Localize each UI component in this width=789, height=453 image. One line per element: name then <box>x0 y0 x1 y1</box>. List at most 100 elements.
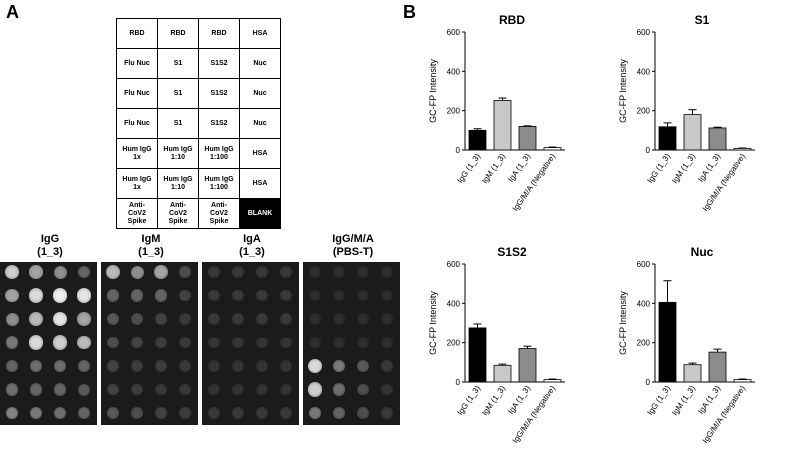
layout-cell: RBD <box>116 18 158 49</box>
layout-cell: Flu Nuc <box>116 48 158 79</box>
blot-label: IgA (1_3) <box>239 233 265 258</box>
bar <box>733 379 752 383</box>
x-tick-label: IgG (1_3) <box>645 384 672 417</box>
y-tick-label: 200 <box>637 107 651 116</box>
layout-cell: RBD <box>157 18 199 49</box>
bar <box>518 126 537 151</box>
blot-spot <box>208 289 220 302</box>
chart-title: S1 <box>695 13 710 27</box>
x-tick-label: IgG (1_3) <box>645 152 672 185</box>
blot-spot <box>232 407 244 419</box>
layout-row: Flu Nuc S1 S1S2 Nuc <box>116 108 281 139</box>
layout-cell: Hum IgG 1:10 <box>157 138 199 169</box>
layout-cell: Nuc <box>239 108 281 139</box>
x-tick-label: IgM (1_3) <box>670 152 697 185</box>
blot-spot <box>381 289 393 302</box>
bar <box>658 126 677 151</box>
layout-cell: S1S2 <box>198 108 240 139</box>
blot-spot <box>77 359 91 373</box>
blot-spot <box>280 407 292 419</box>
blot-spot <box>280 336 292 349</box>
blot-spot <box>309 336 321 349</box>
antigen-layout-table: RBD RBD RBD HSA Flu Nuc S1 S1S2 Nuc Flu Nuc S1 S1S… <box>116 18 281 229</box>
blot-spot <box>208 336 220 349</box>
chart-title: RBD <box>499 13 525 27</box>
blot-spot <box>280 266 292 278</box>
bar-chart-nuc: Nuc GC-FP Intensity 0 200 400 600 IgG (1_3)IgM… <box>618 245 755 445</box>
layout-cell: RBD <box>198 18 240 49</box>
bar <box>543 379 562 383</box>
bar <box>683 114 702 151</box>
blot-spot <box>77 335 91 350</box>
blot-spot <box>131 407 143 419</box>
blot-spot <box>5 406 19 420</box>
layout-cell: HSA <box>239 138 281 169</box>
blot-spot <box>53 383 67 396</box>
blot-spot <box>154 289 168 302</box>
layout-cell: BLANK <box>239 198 281 229</box>
layout-cell: Hum IgG 1:100 <box>198 168 240 199</box>
blot-spot <box>78 383 90 396</box>
y-axis-label: GC-FP Intensity <box>618 59 628 123</box>
layout-cell: Anti- CoV2 Spike <box>198 198 240 229</box>
y-tick-label: 200 <box>447 107 461 116</box>
blot-spot <box>307 358 323 374</box>
blot-spot <box>179 360 191 372</box>
bar <box>708 127 727 151</box>
bar <box>658 301 677 383</box>
blot-spot <box>256 407 268 419</box>
y-axis-label: GC-FP Intensity <box>618 291 628 355</box>
layout-cell: HSA <box>239 18 281 49</box>
layout-cell: Anti- CoV2 Spike <box>116 198 158 229</box>
blot-spot <box>107 313 119 325</box>
blot-label: IgG (1_3) <box>37 233 63 258</box>
blot-spot <box>28 288 44 303</box>
bar <box>543 147 562 151</box>
blot-spot <box>131 360 143 372</box>
blot-spot <box>332 406 346 420</box>
blot-spot <box>232 313 244 325</box>
blot-spot <box>155 407 167 419</box>
blot-spot <box>5 383 19 396</box>
blot-spot <box>52 311 68 327</box>
x-tick-label: IgA (1_3) <box>506 152 532 184</box>
blot-membrane <box>101 262 198 425</box>
blot-spot <box>179 266 191 278</box>
blot-spot <box>5 312 19 326</box>
x-tick-label: IgM (1_3) <box>480 384 507 417</box>
bar <box>468 327 487 383</box>
layout-cell: Nuc <box>239 78 281 109</box>
layout-cell: S1S2 <box>198 48 240 79</box>
blot-spot <box>333 336 345 349</box>
blot-spot <box>29 383 43 396</box>
blot-spot <box>208 383 220 396</box>
bar <box>708 351 727 383</box>
blot-spot <box>5 288 19 303</box>
blot-spot <box>309 313 321 325</box>
blot-spot <box>256 336 268 349</box>
y-axis-label: GC-FP Intensity <box>428 291 438 355</box>
blot-spot <box>208 313 220 325</box>
y-tick-label: 400 <box>447 67 461 76</box>
y-tick-label: 200 <box>447 339 461 348</box>
blot-spot <box>179 383 191 396</box>
blot-spot <box>357 266 369 278</box>
blot-spot <box>179 407 191 419</box>
blot-spot <box>179 313 191 325</box>
blot-spot <box>130 265 144 279</box>
y-tick-label: 400 <box>447 299 461 308</box>
blot-spot <box>155 383 167 396</box>
blot-spot <box>29 359 43 373</box>
blot-spot <box>155 360 167 372</box>
y-axis-label: GC-FP Intensity <box>428 59 438 123</box>
blot-spot <box>76 288 92 303</box>
blot-spot <box>357 407 369 419</box>
panel-b-letter: B <box>403 2 416 22</box>
blot-spot <box>333 266 345 278</box>
x-tick-label: IgG (1_3) <box>455 384 482 417</box>
blot-spot <box>77 312 91 326</box>
blot-spot <box>29 265 43 279</box>
blot-spot <box>107 383 119 396</box>
blot-spot <box>5 336 19 349</box>
